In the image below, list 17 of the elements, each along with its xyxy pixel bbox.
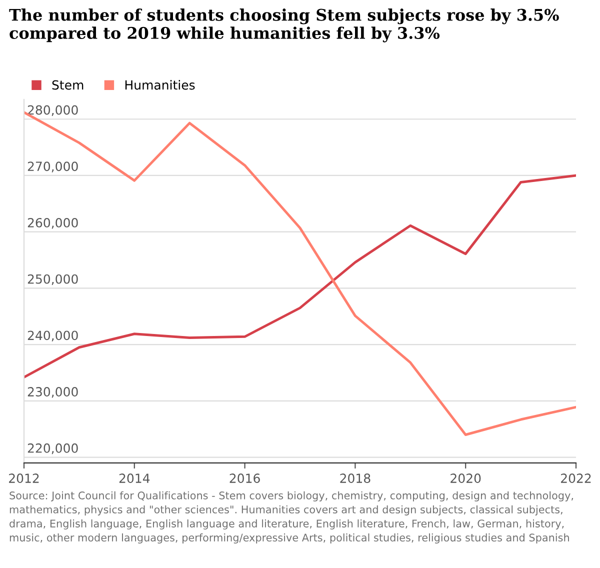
y-tick-label: 280,000: [28, 105, 78, 116]
x-tick-label: 2018: [340, 474, 370, 484]
x-tick-label: 2016: [230, 474, 260, 484]
y-tick-label: 240,000: [28, 330, 78, 342]
source-note: Source: Joint Council for Qualifications - Stem covers biology, chemistry, computing, design and technology, mathematics, physics and "other sciences". Humanities covers art and design subjects, classical subjects, drama, English language, English language and literature, English literature, French, law, German, history, music, other modern languages, performing/expressive Arts, political studies, religious studies and Spanish: [10, 491, 573, 544]
y-tick-label: 260,000: [28, 218, 78, 229]
x-tick-label: 2020: [450, 474, 481, 484]
legend-label: Stem: [52, 80, 84, 90]
y-tick-label: 250,000: [28, 274, 78, 286]
y-tick-label: 230,000: [28, 387, 78, 398]
x-tick-label: 2014: [119, 474, 150, 484]
x-tick-label: 2012: [9, 474, 39, 484]
chart-title: The number of students choosing Stem subjects rose by 3.5% compared to 2019 while humanities fell by 3.3%: [9, 8, 559, 42]
legend-label: Humanities: [125, 80, 195, 90]
y-tick-label: 270,000: [28, 162, 78, 172]
y-tick-label: 220,000: [28, 443, 78, 454]
x-tick-label: 2022: [561, 474, 591, 484]
